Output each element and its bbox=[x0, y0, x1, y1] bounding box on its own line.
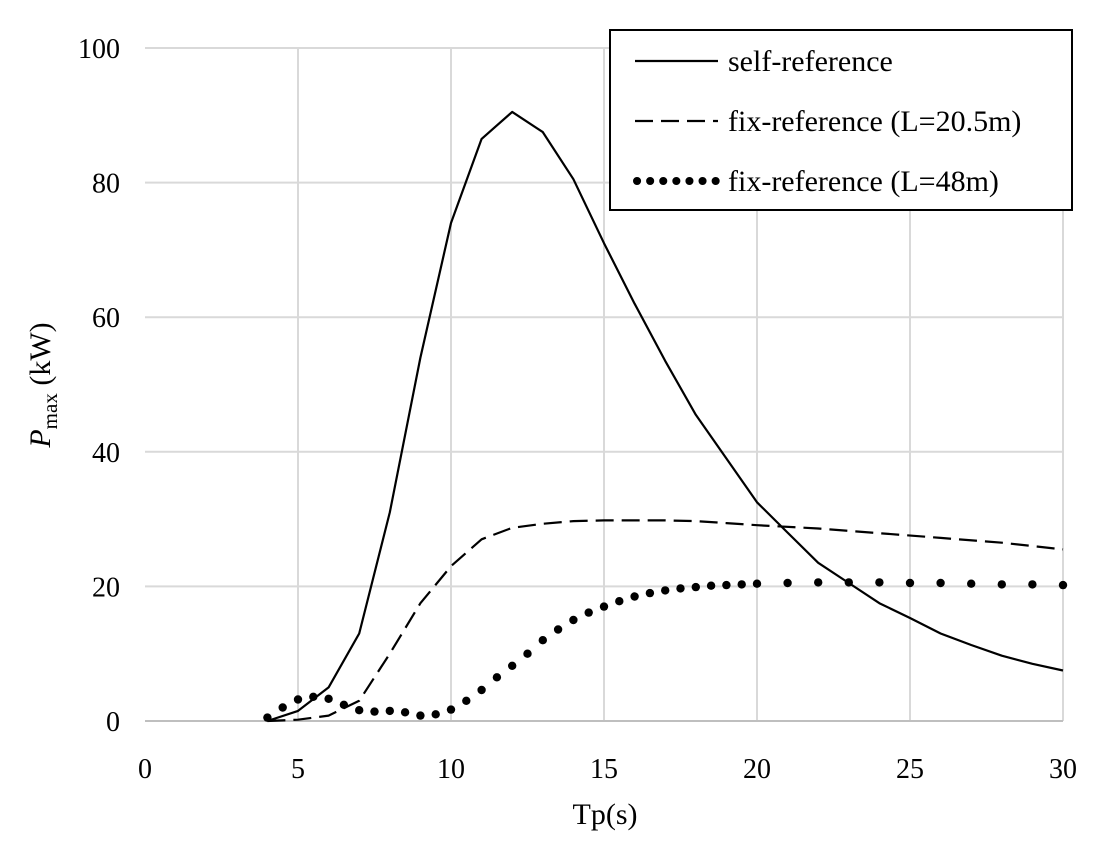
data-point-series-2 bbox=[339, 700, 349, 709]
data-point-series-2 bbox=[905, 578, 915, 588]
data-point-series-2 bbox=[752, 579, 762, 588]
x-axis-title: Tp(s) bbox=[573, 798, 638, 831]
data-point-series-2 bbox=[477, 685, 486, 695]
data-point-series-2 bbox=[385, 706, 394, 716]
legend: self-reference fix-reference (L=20.5m) f… bbox=[609, 29, 1073, 211]
series-lines bbox=[263, 110, 1068, 723]
data-point-series-2 bbox=[615, 597, 624, 606]
data-point-series-2 bbox=[263, 713, 272, 722]
data-point-series-2 bbox=[1028, 580, 1037, 589]
y-tick-labels: 0 20 40 60 80 100 bbox=[78, 34, 120, 738]
data-point-series-2 bbox=[630, 592, 639, 601]
data-point-series-2 bbox=[416, 711, 425, 720]
data-point-series-2 bbox=[370, 707, 379, 716]
data-point-series-2 bbox=[706, 581, 716, 590]
data-point-series-2 bbox=[691, 582, 700, 592]
data-point-series-2 bbox=[967, 579, 976, 588]
data-point-series-2 bbox=[324, 694, 333, 703]
data-point-series-2 bbox=[492, 673, 502, 682]
data-point-series-2 bbox=[997, 580, 1006, 589]
y-tick-label: 40 bbox=[92, 438, 120, 469]
data-point-series-2 bbox=[523, 649, 532, 658]
data-point-series-2 bbox=[661, 586, 670, 595]
data-point-series-2 bbox=[645, 588, 655, 598]
data-point-series-2 bbox=[1058, 580, 1068, 590]
x-tick-labels: 0 5 10 15 20 25 30 bbox=[138, 754, 1077, 785]
y-tick-label: 100 bbox=[78, 34, 120, 65]
data-point-series-2 bbox=[936, 578, 945, 588]
data-point-series-2 bbox=[462, 696, 471, 705]
series-line-0 bbox=[267, 110, 1064, 723]
data-point-series-2 bbox=[599, 602, 609, 611]
x-tick-label: 10 bbox=[437, 754, 465, 785]
data-point-series-2 bbox=[737, 580, 746, 589]
y-axis-title-subscript: max bbox=[38, 393, 62, 430]
data-point-series-2 bbox=[400, 708, 410, 717]
data-point-series-2 bbox=[538, 636, 547, 645]
data-point-series-2 bbox=[553, 625, 563, 634]
legend-label-fix-reference-20-5m: fix-reference (L=20.5m) bbox=[728, 105, 1021, 138]
x-tick-label: 5 bbox=[291, 754, 305, 785]
data-point-series-2 bbox=[508, 661, 517, 670]
data-point-series-2 bbox=[446, 705, 456, 714]
data-point-series-2 bbox=[676, 584, 685, 593]
y-tick-label: 60 bbox=[92, 303, 120, 334]
legend-label-self-reference: self-reference bbox=[728, 45, 893, 78]
data-point-series-2 bbox=[278, 703, 287, 712]
data-point-series-2 bbox=[584, 608, 593, 617]
data-point-series-2 bbox=[309, 692, 318, 701]
x-tick-label: 25 bbox=[896, 754, 924, 785]
x-tick-label: 0 bbox=[138, 754, 152, 785]
x-tick-label: 15 bbox=[590, 754, 618, 785]
data-point-series-2 bbox=[293, 695, 303, 704]
data-point-series-2 bbox=[569, 615, 578, 625]
y-tick-label: 20 bbox=[92, 572, 120, 603]
y-tick-label: 80 bbox=[92, 169, 120, 200]
x-tick-label: 20 bbox=[743, 754, 771, 785]
data-point-series-2 bbox=[844, 578, 853, 587]
data-point-series-2 bbox=[783, 578, 792, 588]
legend-label-fix-reference-48m: fix-reference (L=48m) bbox=[728, 165, 999, 198]
data-point-series-2 bbox=[875, 578, 884, 587]
data-point-series-2 bbox=[431, 710, 440, 719]
y-axis-title-unit: (kW) bbox=[24, 322, 57, 393]
y-axis-title: Pmax (kW) bbox=[24, 322, 62, 448]
data-point-series-2 bbox=[722, 580, 731, 590]
data-point-series-2 bbox=[355, 706, 364, 715]
y-axis-title-main: P bbox=[24, 429, 57, 448]
x-tick-label: 30 bbox=[1049, 754, 1077, 785]
data-point-series-2 bbox=[814, 578, 823, 587]
y-tick-label: 0 bbox=[106, 707, 120, 738]
